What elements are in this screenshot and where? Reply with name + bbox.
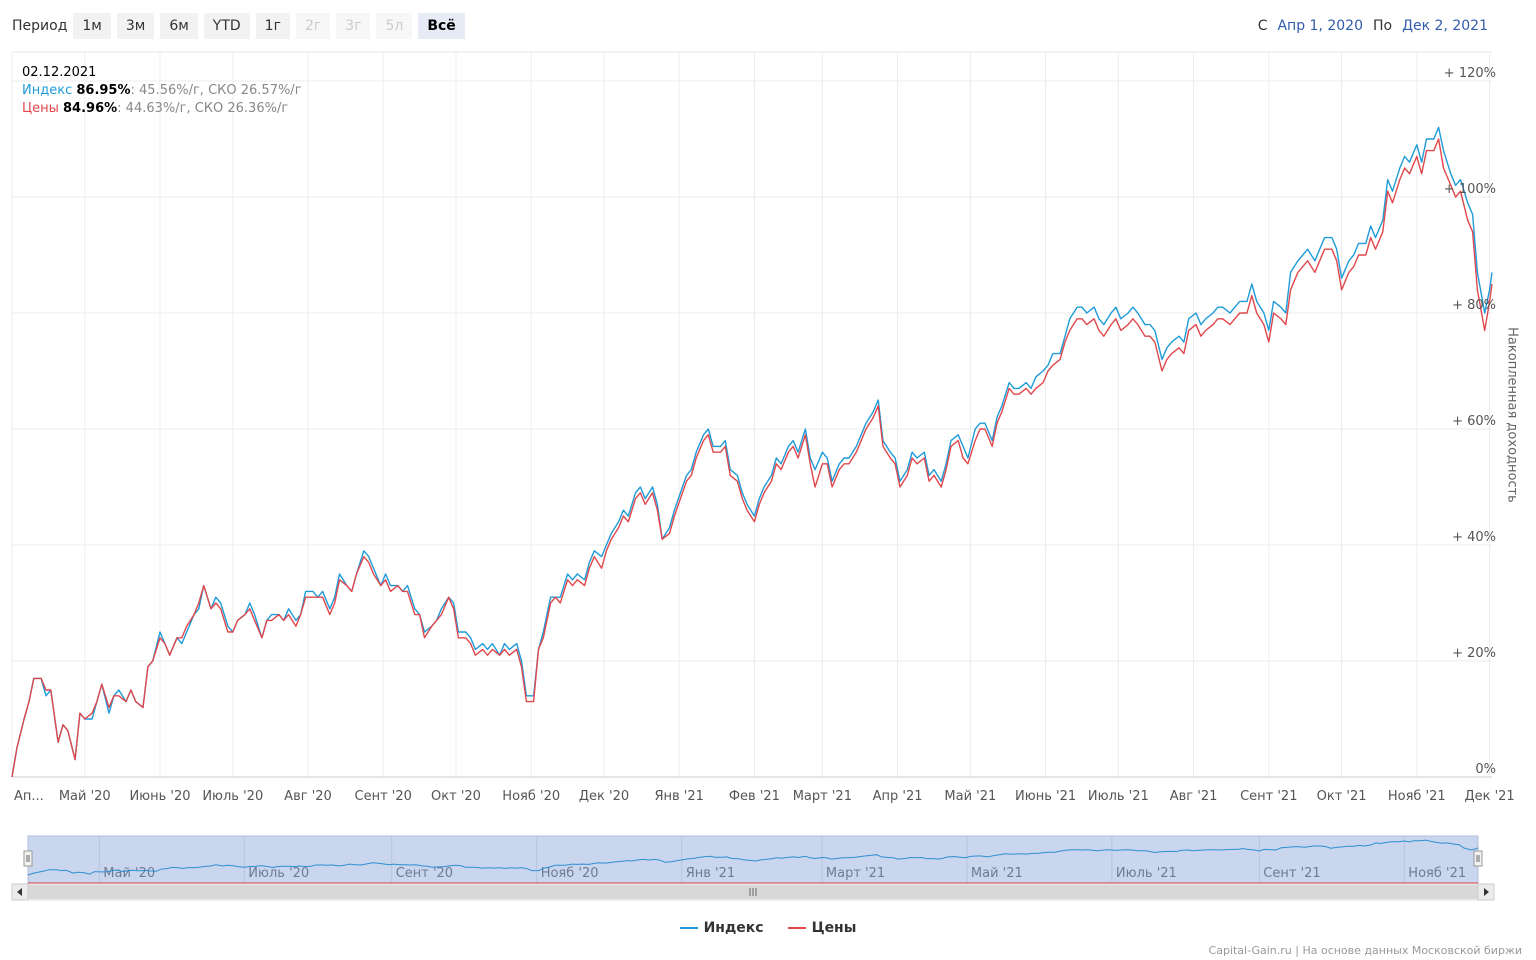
navigator-label: Янв '21 xyxy=(686,866,735,881)
x-tick-label: Нояб '20 xyxy=(502,789,560,804)
tooltip-date: 02.12.2021 xyxy=(22,65,97,80)
y-tick-label: + 60% xyxy=(1452,414,1496,429)
period-button-3m[interactable]: 3м xyxy=(116,13,155,39)
x-tick-label: Ап... xyxy=(14,789,44,804)
period-button-2y[interactable]: 2г xyxy=(295,13,331,39)
navigator-series-line xyxy=(27,839,1479,876)
series-line-prices xyxy=(11,138,1493,778)
tooltip-prices-stats: : 44.63%/г, СКО 26.36%/г xyxy=(117,101,289,116)
credits[interactable]: Capital-Gain.ru | На основе данных Моско… xyxy=(1208,944,1522,957)
x-tick-label: Сент '20 xyxy=(355,789,412,804)
period-button-all[interactable]: Всё xyxy=(418,13,465,39)
legend-prices-label: Цены xyxy=(811,920,857,936)
x-tick-label: Авг '21 xyxy=(1170,789,1218,804)
navigator-label: Сент '20 xyxy=(396,866,453,881)
tooltip-box: 02.12.2021 Индекс 86.95%: 45.56%/г, СКО … xyxy=(22,64,302,118)
tooltip-row-prices: Цены 84.96%: 44.63%/г, СКО 26.36%/г xyxy=(22,100,302,118)
tooltip-row-index: Индекс 86.95%: 45.56%/г, СКО 26.57%/г xyxy=(22,82,302,100)
tooltip-prices-value: 84.96% xyxy=(63,101,118,116)
navigator-label: Март '21 xyxy=(826,866,885,881)
tooltip-prices-name: Цены xyxy=(22,101,59,116)
period-button-3y[interactable]: 3г xyxy=(336,13,371,39)
navigator-left-handle[interactable] xyxy=(23,850,33,867)
y-axis-title: Накопленная доходность xyxy=(1504,327,1520,503)
navigator-label: Май '20 xyxy=(103,866,155,881)
navigator-label: Июль '21 xyxy=(1116,866,1177,881)
scrollbar[interactable] xyxy=(11,883,1495,901)
y-tick-label: 0% xyxy=(1475,762,1496,777)
y-tick-label: + 100% xyxy=(1444,182,1496,197)
x-tick-label: Нояб '21 xyxy=(1388,789,1446,804)
scroll-left-arrow-icon xyxy=(17,888,22,896)
period-label: Период xyxy=(12,18,68,34)
handle-body xyxy=(1473,850,1483,867)
x-tick-label: Авг '20 xyxy=(284,789,332,804)
x-tick-label: Июнь '20 xyxy=(129,789,190,804)
navigator-label: Нояб '20 xyxy=(541,866,599,881)
period-button-5y[interactable]: 5л xyxy=(376,13,413,39)
period-selector: Период 1м 3м 6м YTD 1г 2г 3г 5л Всё xyxy=(12,12,471,40)
legend-index-label: Индекс xyxy=(703,920,764,936)
handle-body xyxy=(23,850,33,867)
x-tick-label: Июль '21 xyxy=(1088,789,1149,804)
legend-item-prices[interactable]: Цены xyxy=(787,920,857,936)
y-tick-label: + 120% xyxy=(1444,66,1496,81)
legend-prices-swatch xyxy=(787,927,806,929)
y-tick-label: + 40% xyxy=(1452,530,1496,545)
tooltip-index-stats: : 45.56%/г, СКО 26.57%/г xyxy=(130,83,302,98)
range-to-label: По xyxy=(1373,18,1393,34)
navigator-right-handle[interactable] xyxy=(1473,850,1483,867)
x-tick-label: Окт '21 xyxy=(1317,789,1367,804)
x-tick-label: Май '21 xyxy=(944,789,996,804)
legend-index-swatch xyxy=(679,927,698,929)
x-tick-label: Июнь '21 xyxy=(1015,789,1076,804)
x-tick-label: Март '21 xyxy=(793,789,852,804)
range-from-label: С xyxy=(1257,18,1268,34)
navigator-label: Сент '21 xyxy=(1263,866,1320,881)
legend-item-index[interactable]: Индекс xyxy=(679,920,764,936)
period-button-1m[interactable]: 1м xyxy=(73,13,111,39)
y-tick-label: + 20% xyxy=(1452,646,1496,661)
x-tick-label: Май '20 xyxy=(59,789,111,804)
y-tick-label: + 80% xyxy=(1452,298,1496,313)
tooltip-index-value: 86.95% xyxy=(76,83,131,98)
tooltip-index-name: Индекс xyxy=(22,83,73,98)
navigator-selection xyxy=(27,835,1479,884)
period-button-6m[interactable]: 6м xyxy=(160,13,198,39)
x-tick-label: Фев '21 xyxy=(729,789,780,804)
legend: Индекс Цены xyxy=(0,920,1536,936)
x-tick-label: Дек '21 xyxy=(1464,789,1514,804)
x-tick-label: Июль '20 xyxy=(202,789,263,804)
x-tick-label: Окт '20 xyxy=(431,789,481,804)
x-tick-label: Янв '21 xyxy=(654,789,703,804)
navigator-label: Июль '20 xyxy=(248,866,309,881)
range-from-input[interactable]: Апр 1, 2020 xyxy=(1277,18,1363,34)
range-to-input[interactable]: Дек 2, 2021 xyxy=(1402,18,1488,34)
x-tick-label: Апр '21 xyxy=(873,789,923,804)
navigator-label: Май '21 xyxy=(971,866,1023,881)
period-button-1y[interactable]: 1г xyxy=(255,13,290,39)
scroll-right-arrow-icon xyxy=(1484,888,1489,896)
period-button-ytd[interactable]: YTD xyxy=(203,13,250,39)
x-tick-label: Дек '20 xyxy=(579,789,629,804)
navigator-label: Нояб '21 xyxy=(1408,866,1466,881)
date-range: С Апр 1, 2020 По Дек 2, 2021 xyxy=(1252,12,1492,40)
x-tick-label: Сент '21 xyxy=(1240,789,1297,804)
series-line-index xyxy=(11,126,1493,778)
